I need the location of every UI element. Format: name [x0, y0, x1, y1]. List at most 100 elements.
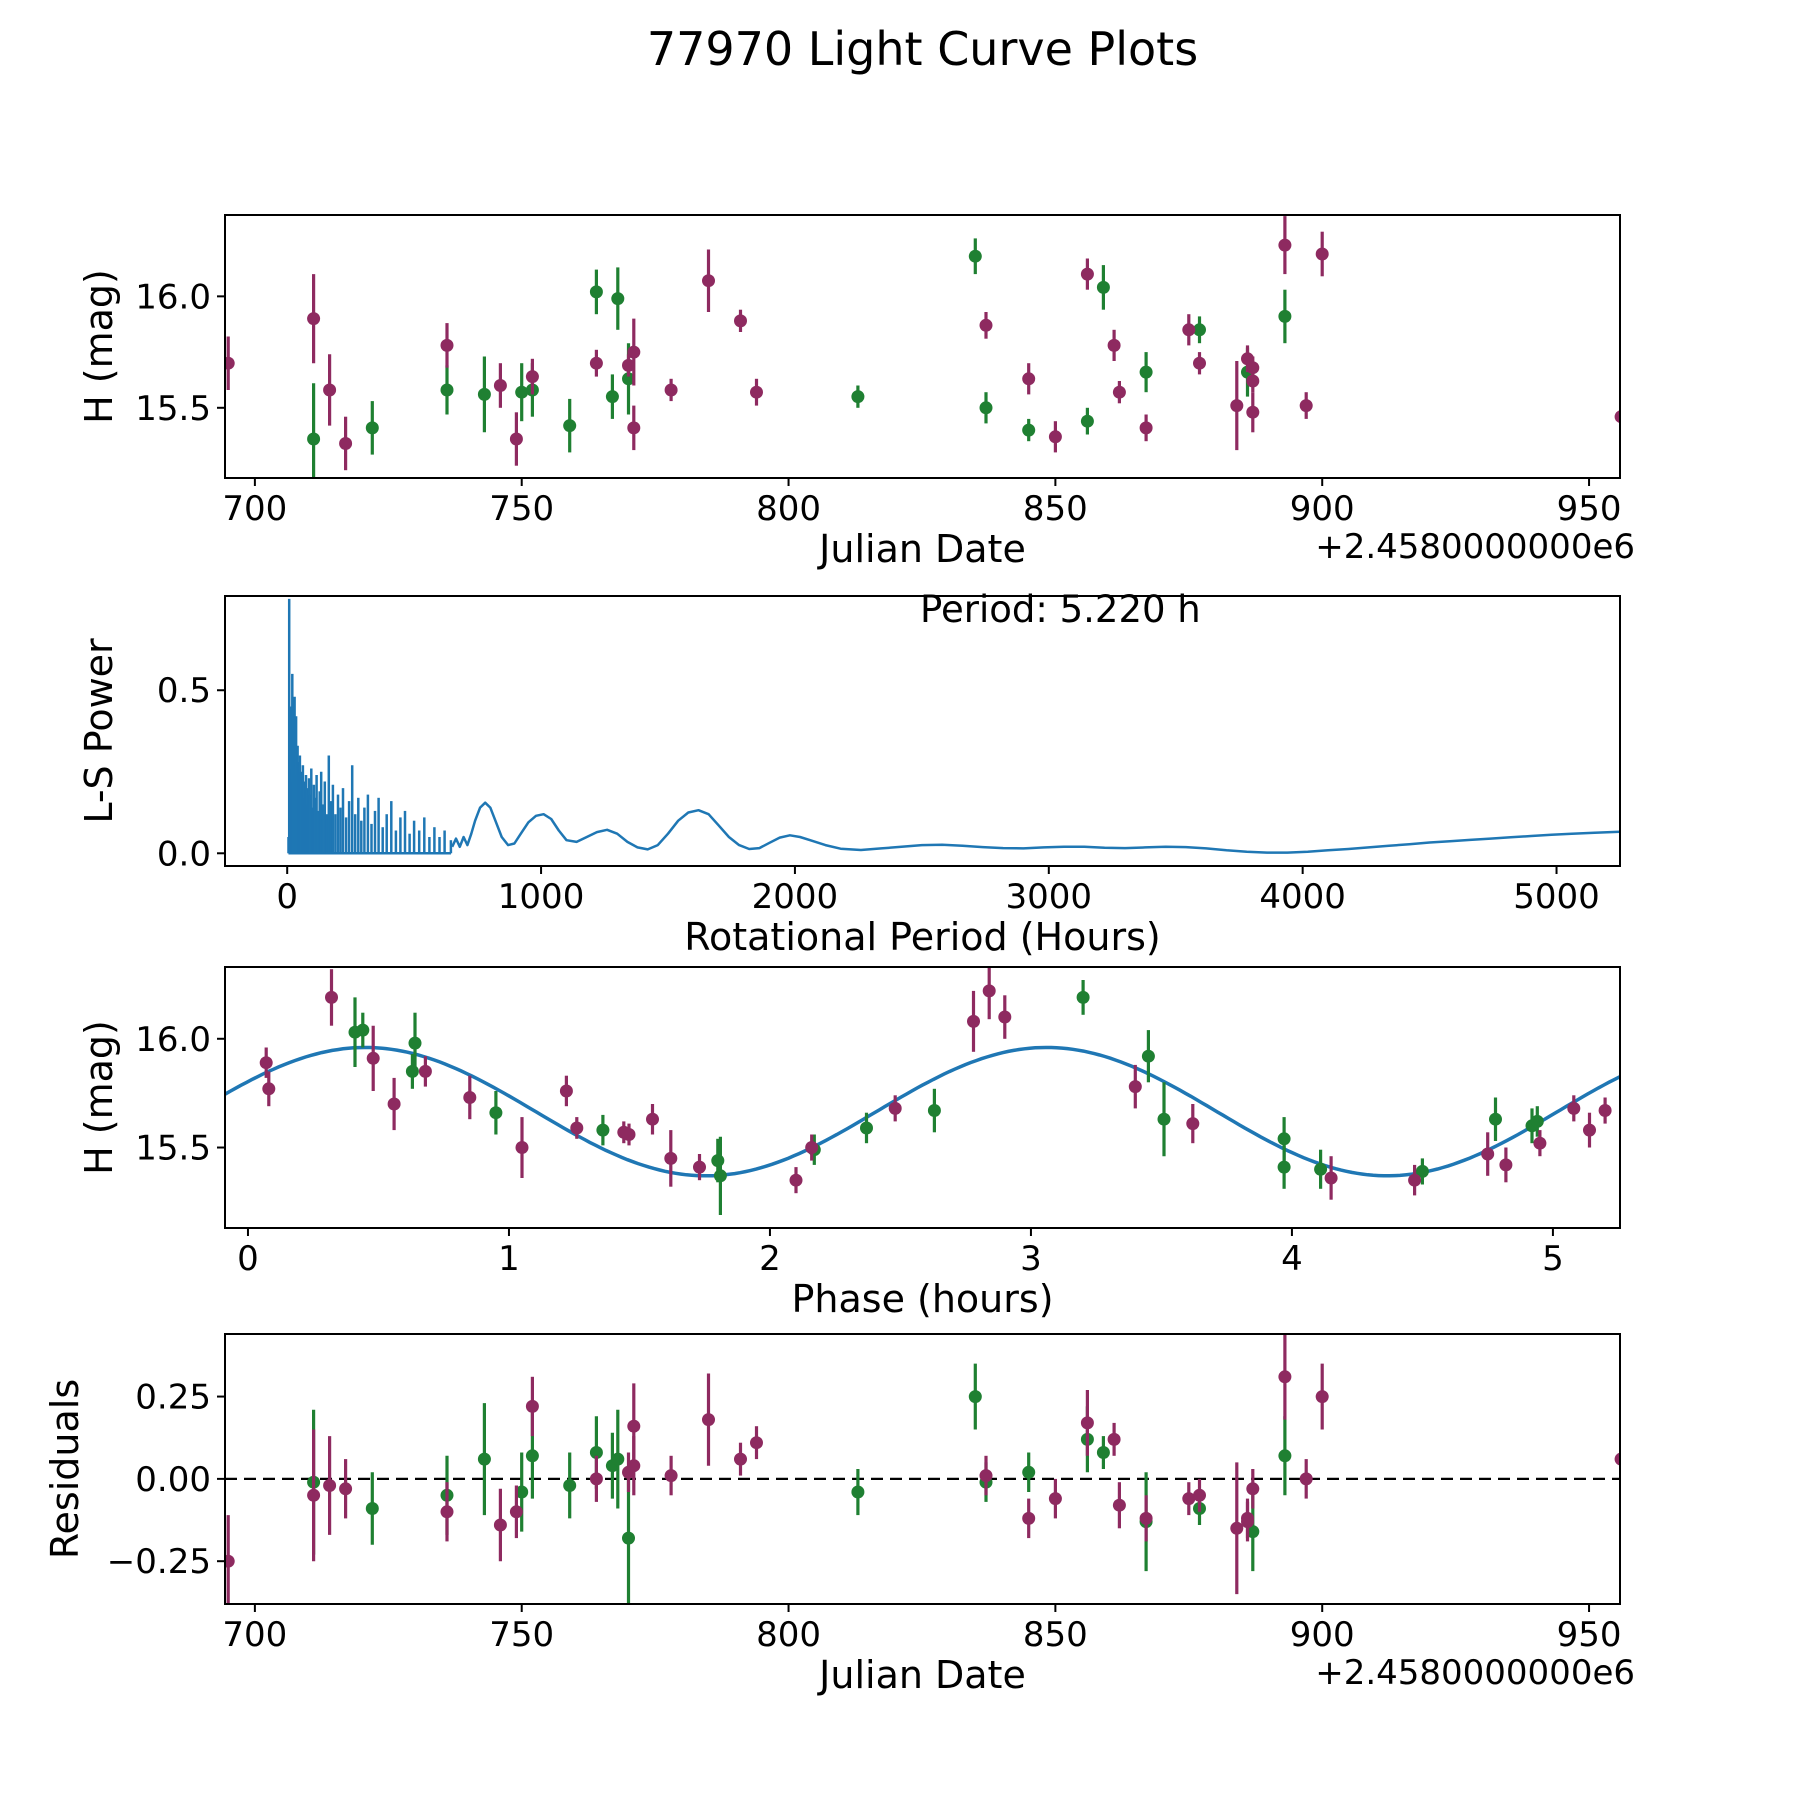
- x-tick-label: 2: [759, 1239, 781, 1279]
- data-point: [789, 1173, 803, 1187]
- data-point: [365, 1502, 379, 1515]
- ls-periodogram-xlabel: Rotational Period (Hours): [684, 915, 1160, 959]
- data-point: [1299, 399, 1313, 413]
- x-tick-label: 0: [237, 1239, 259, 1279]
- data-point: [1278, 1449, 1292, 1463]
- data-point: [968, 249, 982, 263]
- data-point: [1324, 1171, 1338, 1185]
- x-tick-label: 800: [756, 1615, 821, 1655]
- x-tick-label: 4: [1281, 1239, 1303, 1279]
- data-point: [365, 421, 379, 435]
- data-point: [805, 1141, 819, 1154]
- x-tick-label: 5: [1542, 1239, 1564, 1279]
- data-point: [888, 1101, 902, 1115]
- data-point: [1499, 1158, 1513, 1172]
- data-point: [489, 1106, 503, 1120]
- data-point: [979, 318, 993, 332]
- band-green-series: [307, 1363, 1292, 1604]
- data-point: [664, 383, 678, 397]
- data-point: [713, 1169, 727, 1183]
- figure-title: 77970 Light Curve Plots: [646, 22, 1199, 76]
- data-point: [860, 1121, 873, 1135]
- data-point: [702, 1413, 715, 1427]
- data-point: [440, 1505, 454, 1519]
- data-point: [611, 292, 625, 306]
- data-point: [1278, 238, 1292, 252]
- data-point: [622, 372, 635, 386]
- data-point: [1614, 410, 1620, 424]
- data-point: [1583, 1123, 1596, 1137]
- data-point: [563, 419, 577, 433]
- ls-periodogram-ylabel: L-S Power: [77, 638, 121, 824]
- data-point: [1415, 1164, 1429, 1178]
- x-axis-offset-text: +2.4580000000e6: [1315, 527, 1635, 567]
- data-point: [627, 421, 641, 435]
- data-point: [1278, 309, 1292, 323]
- data-point: [515, 1141, 529, 1154]
- data-point: [622, 1531, 635, 1545]
- data-point: [307, 312, 321, 326]
- ls-periodogram-frame: [224, 595, 1621, 867]
- data-point: [1022, 1465, 1036, 1479]
- x-tick-label: 750: [489, 489, 554, 529]
- y-tick-label: 15.5: [135, 389, 211, 429]
- data-point: [440, 338, 454, 352]
- jd-lightcurve-frame: [224, 214, 1621, 479]
- x-tick-label: 5000: [1513, 877, 1600, 917]
- data-point: [366, 1051, 380, 1065]
- y-tick-label: 16.0: [135, 277, 211, 317]
- y-tick-label: 15.5: [135, 1129, 211, 1169]
- data-point: [339, 437, 353, 450]
- x-tick-label: 900: [1290, 489, 1355, 529]
- data-point: [1489, 1112, 1502, 1126]
- data-point: [225, 356, 235, 370]
- x-tick-label: 2000: [752, 877, 839, 917]
- data-point: [405, 1064, 419, 1078]
- ls-periodogram-plot-area: [287, 598, 1620, 855]
- data-point: [1277, 1160, 1291, 1174]
- x-tick-label: 900: [1290, 1615, 1355, 1655]
- data-point: [509, 1505, 523, 1519]
- data-point: [1112, 385, 1126, 399]
- data-point: [1314, 1162, 1328, 1176]
- data-point: [1277, 1132, 1291, 1146]
- x-tick-label: 950: [1557, 489, 1622, 529]
- y-tick-label: 16.0: [135, 1020, 211, 1060]
- x-tick-label: 4000: [1259, 877, 1346, 917]
- band-green-series: [348, 980, 1544, 1215]
- data-point: [1533, 1136, 1547, 1150]
- data-point: [1246, 1525, 1260, 1539]
- data-point: [1614, 1452, 1620, 1466]
- data-point: [1182, 323, 1196, 337]
- data-point: [387, 1097, 401, 1111]
- jd-lightcurve-plot-area: [225, 216, 1620, 478]
- data-point: [589, 1446, 603, 1459]
- data-point: [262, 1082, 276, 1096]
- x-tick-label: 950: [1557, 1615, 1622, 1655]
- data-point: [1299, 1472, 1313, 1486]
- data-point: [979, 1469, 993, 1483]
- data-point: [1315, 1390, 1329, 1404]
- data-point: [1230, 1521, 1244, 1535]
- data-point: [611, 1452, 625, 1466]
- data-point: [589, 285, 603, 299]
- x-tick-label: 1000: [498, 877, 585, 917]
- data-point: [477, 1452, 491, 1466]
- data-point: [702, 274, 715, 288]
- data-point: [851, 1485, 865, 1499]
- data-point: [622, 358, 635, 372]
- data-point: [225, 1554, 235, 1568]
- data-point: [1107, 338, 1121, 352]
- data-point: [664, 1469, 678, 1483]
- residuals-xlabel: Julian Date: [817, 1653, 1026, 1697]
- y-tick-label: −0.25: [107, 1542, 211, 1582]
- x-tick-label: 750: [489, 1615, 554, 1655]
- data-point: [589, 356, 603, 370]
- model-fit-curve: [225, 1045, 1620, 1178]
- data-point: [493, 1518, 507, 1532]
- data-point: [927, 1104, 941, 1117]
- data-point: [1230, 399, 1244, 413]
- data-point: [1048, 430, 1062, 444]
- data-point: [1246, 405, 1260, 419]
- data-point: [1598, 1104, 1612, 1117]
